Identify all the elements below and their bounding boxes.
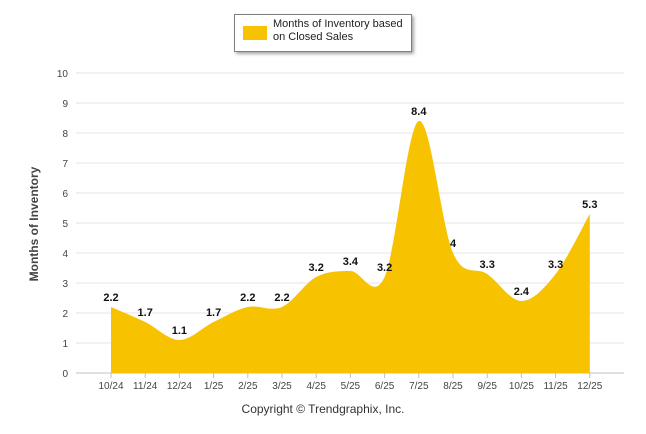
x-tick-label: 10/25 xyxy=(509,381,534,392)
y-tick-label: 4 xyxy=(62,249,68,260)
data-label: 2.2 xyxy=(103,292,118,304)
data-label: 3.3 xyxy=(480,259,495,271)
y-axis-title: Months of Inventory xyxy=(27,166,41,282)
x-tick-label: 5/25 xyxy=(341,381,361,392)
copyright-credit: Copyright © Trendgraphix, Inc. xyxy=(241,402,405,416)
data-label: 3.3 xyxy=(548,259,563,271)
data-label: 1.7 xyxy=(138,307,153,319)
series-area xyxy=(111,120,590,374)
x-tick-label: 3/25 xyxy=(272,381,292,392)
y-tick-label: 1 xyxy=(62,339,68,350)
data-label: 5.3 xyxy=(582,199,597,211)
y-tick-label: 6 xyxy=(62,189,68,200)
y-tick-label: 5 xyxy=(62,219,68,230)
x-axis-ticks: 10/24 11/24 12/24 1/25 2/25 3/25 4/25 5/25 6/25 7… xyxy=(98,373,603,392)
data-label: 1.1 xyxy=(172,325,187,337)
y-axis-ticks: 0 1 2 3 4 5 6 7 8 9 10 xyxy=(57,69,69,380)
x-tick-label: 2/25 xyxy=(238,381,258,392)
series-area-fill xyxy=(111,120,590,374)
x-tick-label: 11/25 xyxy=(543,381,568,392)
x-tick-label: 11/24 xyxy=(133,381,158,392)
data-label: 2.2 xyxy=(274,292,289,304)
y-tick-label: 3 xyxy=(62,279,68,290)
legend-swatch xyxy=(243,26,267,40)
x-tick-label: 12/24 xyxy=(167,381,192,392)
data-label: 3.4 xyxy=(343,256,359,268)
data-label: 8.4 xyxy=(411,106,427,118)
data-label: 2.2 xyxy=(240,292,255,304)
x-tick-label: 8/25 xyxy=(443,381,463,392)
x-tick-label: 10/24 xyxy=(98,381,123,392)
data-label: 2.4 xyxy=(514,286,530,298)
legend-label: Months of Inventory based on Closed Sale… xyxy=(273,18,403,43)
data-labels: 2.2 1.7 1.1 1.7 2.2 2.2 3.2 3.4 3.2 8.4 4 3.3 2.4 3.3… xyxy=(103,106,597,337)
data-label: 1.7 xyxy=(206,307,221,319)
y-tick-label: 7 xyxy=(62,159,68,170)
x-tick-label: 9/25 xyxy=(477,381,497,392)
data-label: 3.2 xyxy=(377,262,392,274)
y-tick-label: 8 xyxy=(62,129,68,140)
y-tick-label: 2 xyxy=(62,309,68,320)
y-tick-label: 10 xyxy=(57,69,69,80)
y-tick-label: 0 xyxy=(62,369,68,380)
x-tick-label: 7/25 xyxy=(409,381,429,392)
x-tick-label: 12/25 xyxy=(577,381,602,392)
data-label: 3.2 xyxy=(309,262,324,274)
y-tick-label: 9 xyxy=(62,99,68,110)
x-tick-label: 4/25 xyxy=(306,381,326,392)
legend: Months of Inventory based on Closed Sale… xyxy=(234,14,412,52)
x-tick-label: 6/25 xyxy=(375,381,395,392)
x-tick-label: 1/25 xyxy=(204,381,224,392)
data-label: 4 xyxy=(450,238,457,250)
